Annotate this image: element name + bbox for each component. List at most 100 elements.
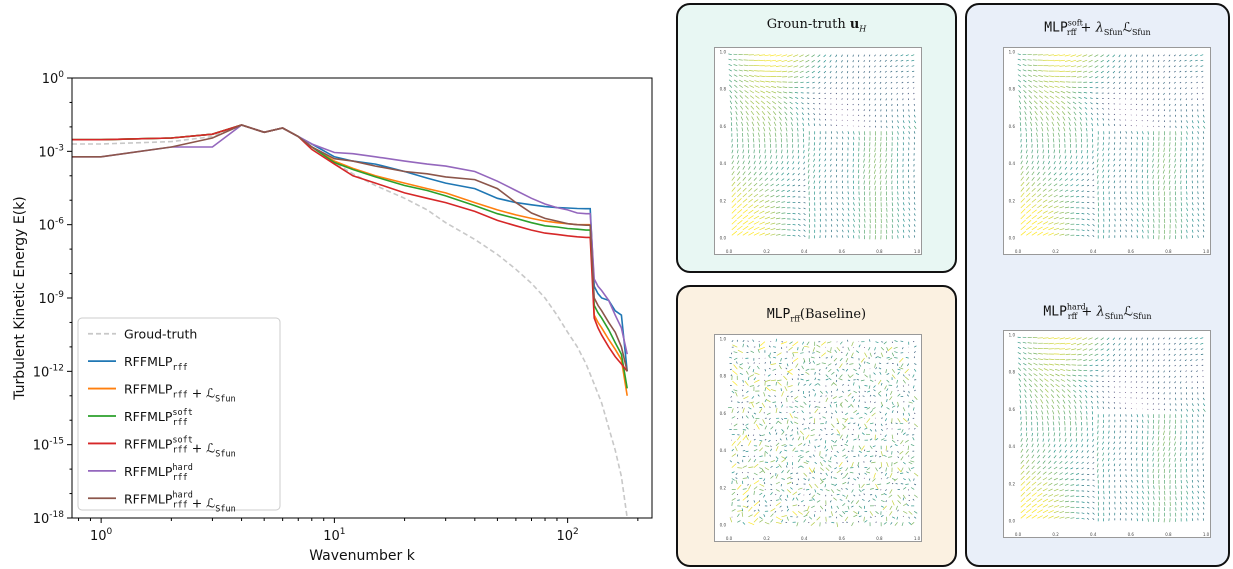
field-arrow — [1053, 205, 1059, 209]
field-arrow — [1092, 501, 1095, 504]
field-arrow — [879, 59, 882, 62]
field-arrow — [1102, 158, 1105, 162]
field-arrow — [1044, 95, 1049, 99]
field-arrow — [1097, 207, 1100, 212]
field-arrow — [748, 231, 755, 236]
field-arrow — [906, 503, 909, 507]
field-arrow — [1042, 138, 1044, 143]
field-arrow — [807, 153, 810, 157]
field-arrow — [1163, 92, 1165, 95]
field-arrow — [1096, 102, 1099, 105]
field-arrow — [910, 460, 915, 463]
field-arrow — [1185, 81, 1187, 84]
field-arrow — [1053, 510, 1059, 514]
field-arrow — [1197, 202, 1199, 205]
field-arrow — [889, 489, 893, 494]
field-arrow — [1124, 457, 1127, 461]
field-arrow — [1020, 502, 1026, 508]
field-arrow — [885, 418, 887, 422]
field-arrow — [812, 389, 815, 392]
field-arrow — [1042, 171, 1046, 176]
field-arrow — [797, 223, 801, 226]
field-arrow — [914, 389, 916, 392]
field-arrow — [784, 111, 788, 116]
field-arrow — [1186, 496, 1188, 500]
field-arrow — [1026, 225, 1032, 231]
field-arrow — [1044, 378, 1049, 382]
field-arrow — [1031, 460, 1035, 464]
field-arrow — [872, 498, 876, 501]
field-arrow — [802, 128, 804, 132]
field-arrow — [1048, 216, 1054, 220]
field-arrow — [773, 121, 777, 127]
field-arrow — [1072, 379, 1077, 382]
field-arrow — [1174, 169, 1176, 174]
field-arrow — [835, 81, 838, 84]
field-arrow — [801, 410, 804, 414]
field-arrow — [736, 361, 738, 364]
field-arrow — [783, 375, 788, 381]
field-arrow — [753, 490, 755, 495]
field-arrow — [797, 161, 800, 165]
field-arrow — [1162, 158, 1165, 163]
field-arrow — [847, 202, 850, 206]
field-arrow — [812, 467, 816, 473]
field-arrow — [1063, 410, 1066, 415]
field-arrow — [1113, 87, 1116, 90]
field-arrow — [759, 199, 764, 203]
field-arrow — [1059, 455, 1062, 459]
field-arrow — [730, 116, 733, 121]
field-arrow — [1136, 512, 1138, 516]
field-arrow — [1017, 367, 1022, 371]
field-arrow — [767, 111, 771, 116]
field-arrow — [1051, 121, 1055, 127]
field-arrow — [1029, 388, 1033, 393]
field-arrow — [742, 430, 745, 435]
field-arrow — [912, 407, 915, 411]
field-arrow — [803, 514, 808, 518]
field-arrow — [754, 75, 760, 77]
field-arrow — [1186, 485, 1188, 489]
field-arrow — [1081, 234, 1085, 237]
field-arrow — [1142, 490, 1144, 494]
field-arrow — [1094, 70, 1099, 74]
field-arrow — [896, 385, 898, 388]
field-arrow — [1147, 175, 1149, 179]
field-arrow — [781, 489, 785, 492]
field-arrow — [766, 105, 771, 110]
field-arrow — [1152, 147, 1154, 152]
field-arrow — [747, 471, 749, 474]
field-arrow — [1157, 70, 1160, 73]
field-arrow — [777, 91, 782, 94]
field-arrow — [880, 450, 883, 457]
field-arrow — [1197, 512, 1199, 516]
field-arrow — [899, 357, 904, 363]
field-arrow — [764, 59, 771, 62]
field-arrow — [1119, 169, 1121, 173]
field-arrow — [1197, 468, 1199, 472]
field-arrow — [1146, 392, 1149, 394]
field-arrow — [775, 456, 779, 460]
field-arrow — [836, 196, 838, 200]
field-arrow — [1157, 441, 1160, 446]
field-arrow — [1076, 337, 1082, 340]
field-arrow — [1186, 490, 1189, 495]
field-arrow — [742, 220, 749, 225]
field-arrow — [1130, 392, 1132, 394]
field-arrow — [748, 177, 752, 181]
field-arrow — [1020, 208, 1026, 214]
field-arrow — [1169, 185, 1171, 191]
field-arrow — [1174, 92, 1176, 95]
field-arrow — [1186, 419, 1188, 423]
field-arrow — [1023, 79, 1027, 83]
field-arrow — [834, 483, 838, 487]
field-arrow — [1163, 381, 1165, 384]
field-arrow — [830, 445, 833, 450]
field-arrow — [745, 426, 749, 430]
field-arrow — [829, 500, 832, 503]
field-arrow — [845, 352, 849, 357]
field-arrow — [735, 479, 738, 485]
field-arrow — [1048, 85, 1055, 88]
field-arrow — [1146, 386, 1149, 389]
field-arrow — [1046, 410, 1049, 415]
